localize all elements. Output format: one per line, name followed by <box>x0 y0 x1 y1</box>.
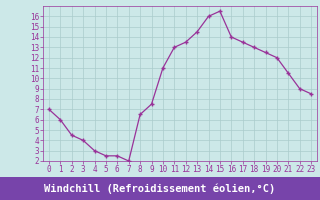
Text: Windchill (Refroidissement éolien,°C): Windchill (Refroidissement éolien,°C) <box>44 183 276 194</box>
